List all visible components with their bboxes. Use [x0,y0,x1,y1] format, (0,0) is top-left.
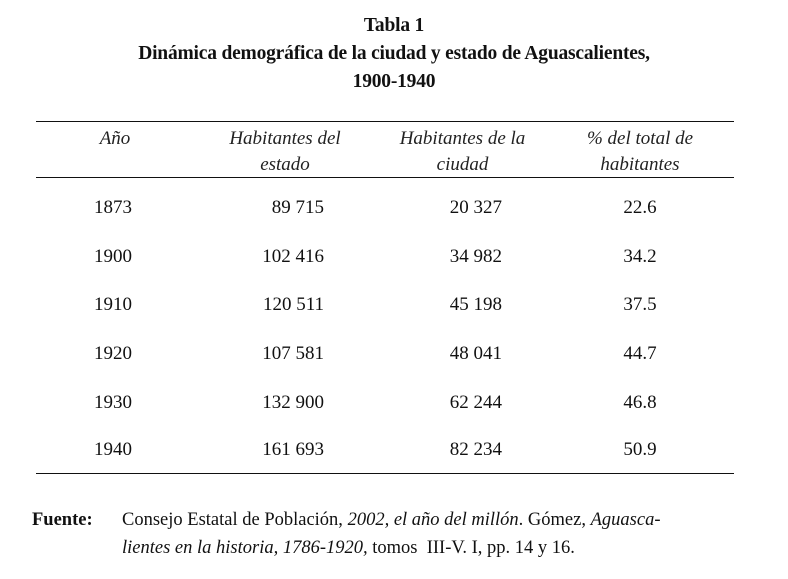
cell-year: 1930 [94,392,132,413]
cell-city-population: 34 982 [449,246,502,267]
header-rule [36,177,734,178]
cell-percent: 50.9 [623,439,657,460]
cell-state-population: 132 900 [262,392,324,413]
source-label: Fuente: [32,510,93,530]
cell-percent: 44.7 [623,343,657,364]
source-text: Consejo Estatal de Población, 2002, el a… [122,510,661,558]
bottom-rule [36,473,734,474]
table-caption-line2: 1900-1940 [352,71,436,92]
cell-year: 1873 [94,197,132,218]
cell-state-population: 102 416 [262,246,324,267]
header-city-population: Habitantes de la ciudad [399,128,526,175]
header-percent-of-total: % del total de habitantes [586,128,694,175]
cell-state-population: 120 511 [262,294,324,315]
cell-city-population: 48 041 [449,343,502,364]
cell-city-population: 45 198 [449,294,502,315]
header-state-population: Habitantes del estado [229,128,341,175]
cell-year: 1910 [94,294,132,315]
header-year: Año [99,128,131,149]
cell-year: 1920 [94,343,132,364]
cell-percent: 46.8 [623,392,657,413]
top-rule [36,121,734,122]
cell-percent: 37.5 [623,294,657,315]
cell-percent: 34.2 [623,246,657,267]
cell-percent: 22.6 [623,197,657,218]
cell-city-population: 82 234 [449,439,502,460]
table-number: Tabla 1 [363,15,425,36]
cell-state-population: 89 715 [271,197,324,218]
cell-state-population: 161 693 [262,439,324,460]
cell-state-population: 107 581 [262,343,324,364]
cell-city-population: 20 327 [449,197,502,218]
cell-year: 1940 [94,439,132,460]
cell-year: 1900 [94,246,132,267]
table-caption-line1: Dinámica demográfica de la ciudad y esta… [138,43,650,64]
table-title: Tabla 1 Dinámica demográfica de la ciuda… [0,12,788,96]
cell-city-population: 62 244 [449,392,502,413]
